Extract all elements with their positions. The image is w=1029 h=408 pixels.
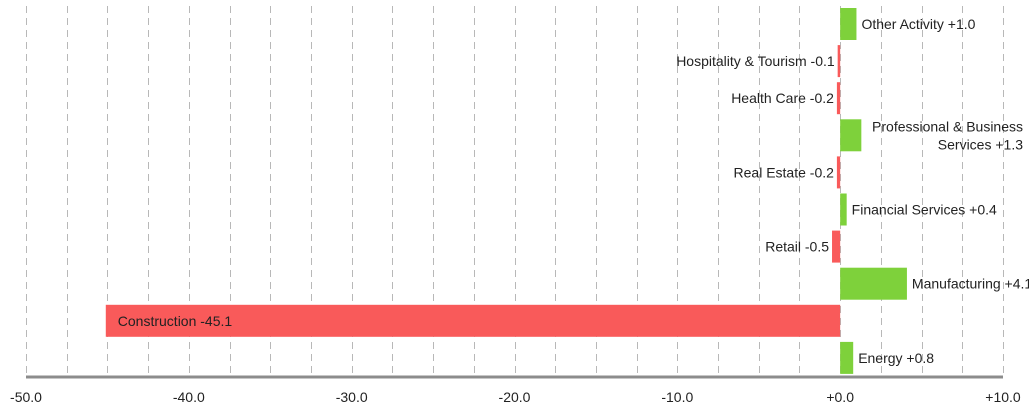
bar: [840, 193, 847, 226]
bar: [840, 8, 857, 40]
bar-data-label: Professional & Business: [872, 118, 1023, 134]
bar: [836, 82, 841, 115]
x-tick-label: -30.0: [336, 389, 368, 405]
x-tick-label: +0.0: [826, 389, 854, 405]
bar-data-label: Retail -0.5: [765, 239, 829, 255]
bar-data-label: Construction -45.1: [118, 313, 233, 329]
bar: [840, 267, 907, 300]
bar-data-label: Other Activity +1.0: [861, 16, 975, 32]
bar-data-label: Health Care -0.2: [731, 90, 834, 106]
x-tick-label: -20.0: [499, 389, 531, 405]
bar: [836, 156, 841, 189]
bar-data-label: Services +1.3: [938, 136, 1023, 152]
bar: [832, 230, 841, 263]
bar-data-label: Energy +0.8: [858, 350, 934, 366]
x-tick-label: -40.0: [173, 389, 205, 405]
label-layer: Other Activity +1.0 Hospitality & Tourism…: [118, 16, 1029, 366]
x-axis: -50.0 -40.0 -30.0 -20.0 -10.0 +0.0 +10.0: [10, 375, 1021, 405]
bar-data-label: Manufacturing +4.1: [912, 276, 1029, 292]
x-tick-label: -50.0: [10, 389, 42, 405]
bar: [105, 304, 841, 337]
x-tick-label: -10.0: [661, 389, 693, 405]
bar-layer: [105, 8, 907, 374]
bar-data-label: Financial Services +0.4: [852, 202, 997, 218]
bar-data-label: Hospitality & Tourism -0.1: [676, 53, 835, 69]
x-tick-label: +10.0: [985, 389, 1021, 405]
grid-layer: [26, 6, 1004, 375]
bar: [840, 119, 862, 152]
bar: [840, 341, 854, 374]
bar: [837, 45, 841, 78]
bar-data-label: Real Estate -0.2: [734, 164, 835, 180]
